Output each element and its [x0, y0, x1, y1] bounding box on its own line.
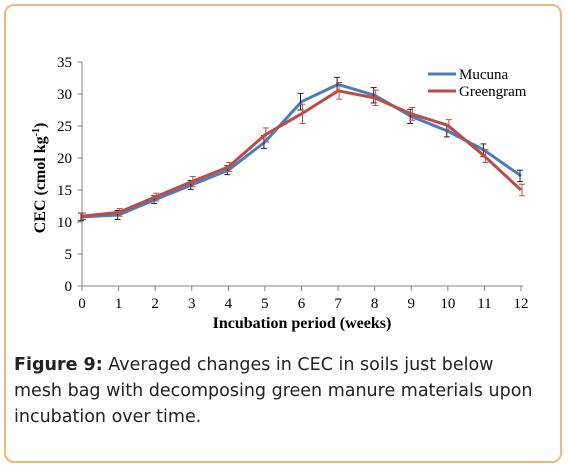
x-tick-label: 1 [115, 296, 123, 312]
x-tick-label: 7 [334, 296, 342, 312]
y-tick-label: 0 [65, 279, 73, 295]
x-tick-label: 11 [477, 296, 491, 312]
error-bar-greengram [482, 149, 489, 163]
error-bar-greengram [299, 103, 306, 124]
x-tick-label: 3 [188, 296, 196, 312]
error-bar-greengram [153, 192, 160, 202]
chart-series [78, 76, 525, 222]
error-bar-greengram [80, 212, 86, 220]
error-bar-greengram [336, 81, 343, 100]
y-tick-label: 15 [57, 183, 72, 199]
caption-label: Figure 9: [14, 355, 103, 375]
error-bar-greengram [262, 127, 269, 143]
series-line-greengram [81, 89, 523, 218]
caption-text: Averaged changes in CEC in soils just be… [14, 355, 533, 427]
x-axis-label: Incubation period (weeks) [213, 315, 392, 332]
y-tick-label: 5 [65, 247, 73, 263]
x-tick-label: 10 [440, 296, 455, 312]
x-tick-label: 2 [151, 296, 159, 312]
x-tick-label: 0 [78, 296, 86, 312]
y-axis-label-close: ) [32, 123, 49, 128]
legend-label-mucuna: Mucuna [459, 67, 508, 83]
y-axis-label-text: CEC (cmol kg [32, 136, 49, 233]
y-axis-label: CEC (cmol kg-1) [31, 123, 49, 234]
error-bar-greengram [116, 208, 123, 217]
legend-label-greengram: Greengram [459, 84, 527, 100]
figure-caption: Figure 9: Averaged changes in CEC in soi… [14, 352, 544, 430]
x-tick-label: 4 [225, 296, 233, 312]
error-bar-greengram [445, 119, 452, 132]
error-bar-greengram [189, 176, 196, 188]
x-tick-label: 8 [371, 296, 379, 312]
y-tick-label: 20 [57, 151, 72, 167]
y-tick-label: 25 [57, 119, 72, 135]
y-tick-label: 30 [57, 87, 72, 103]
x-tick-label: 9 [408, 296, 416, 312]
x-tick-label: 5 [261, 296, 269, 312]
y-tick-label: 35 [57, 55, 72, 71]
error-bar-greengram [372, 89, 379, 107]
y-tick-label: 10 [57, 215, 72, 231]
x-tick-label: 6 [298, 296, 306, 312]
error-bar-greengram [519, 183, 525, 197]
figure-frame [4, 4, 562, 463]
error-bar-mucuna [517, 169, 523, 183]
error-bar-greengram [409, 106, 416, 121]
y-axis-label-superscript: -1 [31, 128, 42, 136]
x-tick-label: 12 [514, 296, 529, 312]
error-bar-greengram [226, 161, 233, 172]
